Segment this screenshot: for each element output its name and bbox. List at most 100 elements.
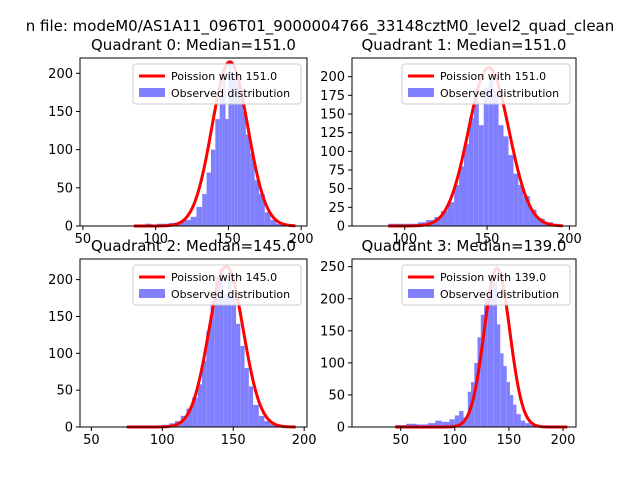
histogram-bar: [459, 166, 464, 226]
chart-title: Quadrant 1: Median=151.0: [362, 36, 567, 54]
figure-suptitle: n file: modeM0/AS1A11_096T01_9000004766_…: [26, 17, 615, 36]
histogram-bar: [498, 125, 504, 226]
histogram-bar: [503, 366, 507, 427]
histogram-bar: [459, 410, 464, 427]
histogram-bar: [258, 415, 265, 427]
histogram-bar: [219, 96, 223, 227]
chart-title: Quadrant 3: Median=139.0: [362, 237, 567, 255]
histogram-bar: [210, 301, 215, 427]
chart-panel-3: 50 100 150 200 0 50 100 150 200 250 Quadrant 3: Me…: [320, 237, 577, 448]
histogram-bar: [245, 134, 251, 226]
histogram-bar: [253, 404, 259, 427]
histogram-bar: [518, 184, 524, 226]
histogram-bar: [186, 408, 193, 427]
histogram-bar: [520, 420, 526, 427]
x-tick-label: 200: [551, 433, 576, 448]
histogram-bar: [178, 221, 185, 226]
axes-frame: [351, 258, 577, 428]
chart-title: Quadrant 2: Median=145.0: [91, 237, 296, 255]
y-tick-label: 125: [320, 126, 345, 141]
x-tick-label: 50: [75, 232, 92, 247]
legend-label-curve: Poission with 151.0: [171, 70, 277, 83]
y-tick-label: 25: [328, 201, 345, 216]
x-tick-label: 150: [216, 232, 241, 247]
y-tick-label: 0: [65, 421, 73, 436]
histogram-bar: [464, 143, 469, 226]
histogram-bar: [427, 423, 436, 427]
chart-title: Quadrant 0: Median=151.0: [91, 36, 296, 54]
x-tick-label: 50: [392, 433, 409, 448]
y-tick-label: 100: [320, 356, 345, 371]
histogram-bar: [454, 415, 460, 427]
histogram-bar: [529, 209, 537, 226]
legend-bar-swatch: [139, 88, 165, 97]
histogram-bar: [447, 202, 455, 226]
legend-label-bars: Observed distribution: [440, 288, 559, 301]
histogram-bar: [206, 331, 211, 427]
histogram-bar: [264, 421, 271, 427]
y-tick-label: 75: [328, 164, 345, 179]
x-tick-label: 100: [143, 232, 168, 247]
y-tick-label: 150: [320, 324, 345, 339]
x-tick-label: 200: [289, 232, 314, 247]
x-tick-label: 150: [475, 232, 500, 247]
histogram-bar: [197, 384, 203, 427]
histogram-bar: [508, 155, 514, 226]
histogram-bar: [509, 394, 514, 427]
histogram-bar: [227, 279, 232, 427]
legend-label-bars: Observed distribution: [171, 288, 290, 301]
histogram-bar: [231, 77, 235, 226]
y-tick-label: 175: [320, 89, 345, 104]
x-tick-label: 100: [442, 433, 467, 448]
x-tick-label: 150: [496, 433, 521, 448]
histogram-bar: [434, 217, 441, 226]
histogram-bar: [435, 420, 442, 427]
histogram-bar: [490, 273, 494, 427]
histogram-bar: [258, 193, 265, 226]
histogram-bar: [478, 125, 484, 226]
histogram-bar: [516, 414, 521, 427]
histogram-bar: [468, 117, 474, 226]
histogram-bar: [270, 219, 277, 226]
histogram-bar: [248, 386, 254, 427]
y-tick-label: 100: [48, 143, 73, 158]
histogram-bar: [196, 206, 203, 226]
histogram-bar: [219, 268, 224, 427]
histogram-bar: [493, 91, 499, 226]
histogram-bar: [441, 421, 450, 427]
histogram-bar: [222, 73, 226, 227]
chart-panel-1: 100 150 200 0 25 50 75 100 125 150 175 200 Quadrant …: [320, 36, 582, 247]
histogram-bar: [210, 149, 216, 226]
legend-label-curve: Poission with 139.0: [440, 271, 546, 284]
histogram-bar: [513, 173, 519, 226]
histogram-bar: [237, 84, 241, 226]
legend-label-bars: Observed distribution: [171, 87, 290, 100]
histogram-bar: [250, 153, 255, 226]
histogram-bar: [480, 314, 485, 427]
x-tick-label: 100: [392, 232, 417, 247]
legend-bar-swatch: [408, 289, 434, 298]
chart-panel-2: 50 100 150 200 0 50 100 150 200 Quadrant 2: Media…: [48, 237, 316, 448]
legend-box: [401, 63, 571, 105]
axes-frame: [79, 57, 308, 227]
histogram-bar: [449, 419, 455, 427]
histogram-bar: [240, 345, 245, 427]
histogram-bar: [500, 353, 504, 427]
histogram-bar: [440, 211, 448, 226]
histogram-bar: [223, 294, 228, 427]
histogram-bar: [473, 99, 479, 226]
histogram-bar: [202, 360, 207, 427]
y-tick-label: 150: [48, 105, 73, 120]
histogram-bar: [506, 382, 510, 427]
legend-box: [132, 63, 302, 105]
histogram-bar: [240, 96, 243, 227]
y-tick-label: 0: [65, 220, 73, 235]
histogram-bar: [192, 397, 198, 427]
histogram-bar: [228, 61, 232, 226]
y-tick-label: 150: [48, 310, 73, 325]
histogram-bar: [474, 362, 478, 427]
x-tick-label: 50: [83, 433, 100, 448]
histogram-bar: [484, 298, 488, 427]
histogram-bar: [503, 136, 509, 226]
